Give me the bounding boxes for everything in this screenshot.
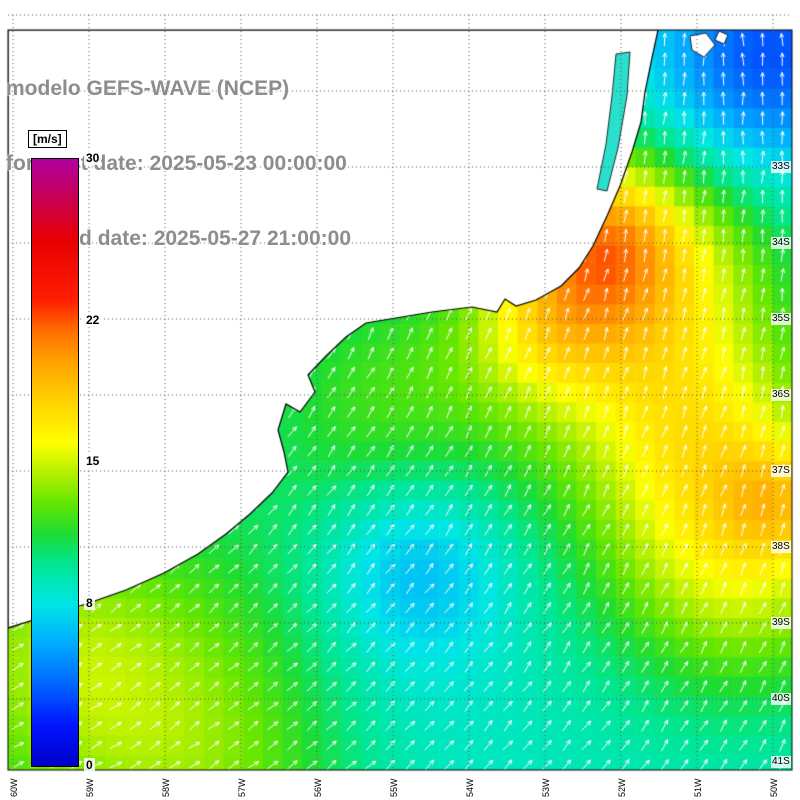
lon-label-50w: 50W <box>769 778 779 797</box>
lat-label-33s: 33S <box>771 161 791 173</box>
model-title: modelo GEFS-WAVE (NCEP) <box>6 77 290 100</box>
lon-label-54w: 54W <box>465 778 475 797</box>
colorbar-tick-8: 8 <box>84 596 95 610</box>
lat-label-37s: 37S <box>771 465 791 477</box>
lat-label-38s: 38S <box>771 541 791 553</box>
lon-label-52w: 52W <box>617 778 627 797</box>
lat-label-36s: 36S <box>771 389 791 401</box>
lon-label-57w: 57W <box>237 778 247 797</box>
lat-label-35s: 35S <box>771 313 791 325</box>
colorbar-tick-15: 15 <box>84 454 102 468</box>
lon-label-55w: 55W <box>389 778 399 797</box>
colorbar-tick-0: 0 <box>84 758 95 772</box>
lon-label-53w: 53W <box>541 778 551 797</box>
lon-label-51w: 51W <box>693 778 703 797</box>
lon-label-59w: 59W <box>85 778 95 797</box>
colorbar-tick-22: 22 <box>84 313 102 327</box>
lon-label-58w: 58W <box>161 778 171 797</box>
colorbar-gradient <box>31 158 79 767</box>
lat-label-34s: 34S <box>771 237 791 249</box>
header: modelo GEFS-WAVE (NCEP) forecast date: 2… <box>6 26 351 301</box>
lat-label-39s: 39S <box>771 617 791 629</box>
forecast-date: forecast date: 2025-05-23 00:00:00 <box>6 152 347 175</box>
lon-label-60w: 60W <box>9 778 19 797</box>
lat-label-40s: 40S <box>771 693 791 705</box>
lon-label-56w: 56W <box>313 778 323 797</box>
colorbar-tick-30: 30 <box>84 151 102 165</box>
colorbar-unit-label: [m/s] <box>28 130 67 148</box>
lat-label-41s: 41S <box>771 756 791 768</box>
